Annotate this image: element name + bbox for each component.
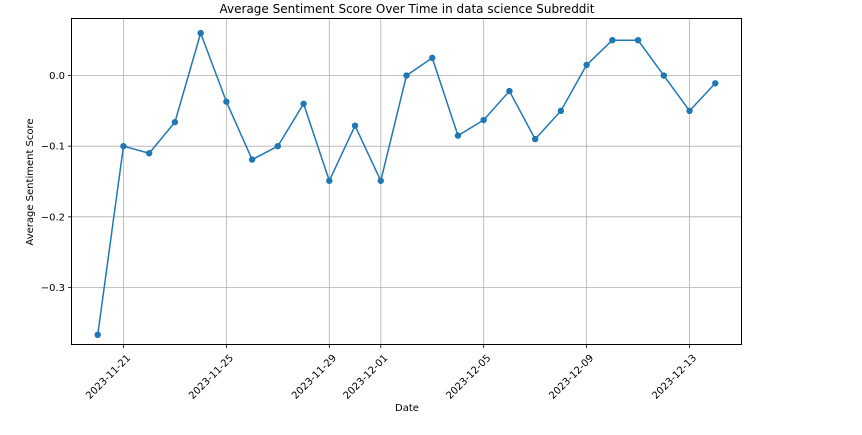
axis-ticks: 2023-11-21 2023-11-25 2023-11-29 2023-12-01… xyxy=(41,71,699,402)
data-point xyxy=(557,107,565,115)
y-tick-label: 0.0 xyxy=(49,71,65,82)
data-point xyxy=(94,331,101,339)
x-tick-label: 2023-11-21 xyxy=(84,353,133,402)
data-point xyxy=(274,142,282,150)
data-point xyxy=(223,98,230,105)
x-tick-label: 2023-12-09 xyxy=(547,353,596,402)
x-tick-label: 2023-12-01 xyxy=(342,353,391,402)
chart-title: Average Sentiment Score Over Time in dat… xyxy=(220,2,595,16)
data-point xyxy=(197,29,204,37)
data-point xyxy=(583,61,590,69)
data-point xyxy=(403,72,410,79)
data-point xyxy=(634,37,642,44)
data-point xyxy=(248,156,256,163)
x-tick-label: 2023-12-13 xyxy=(650,353,699,402)
y-tick-label: −0.1 xyxy=(41,142,65,153)
x-tick-label: 2023-12-05 xyxy=(444,353,493,402)
data-point xyxy=(300,100,307,107)
data-point xyxy=(506,87,513,95)
data-point xyxy=(429,54,436,62)
data-point xyxy=(377,177,384,184)
series-layer xyxy=(94,29,719,339)
x-tick-label: 2023-11-29 xyxy=(290,353,339,402)
data-point xyxy=(660,72,668,79)
data-point xyxy=(351,122,359,129)
y-axis-label: Average Sentiment Score xyxy=(25,118,36,245)
data-point xyxy=(326,177,333,184)
data-point xyxy=(686,107,693,115)
x-axis-label: Date xyxy=(395,403,419,414)
y-tick-label: −0.2 xyxy=(41,212,65,223)
data-point xyxy=(712,80,719,87)
data-point xyxy=(531,135,539,143)
data-point xyxy=(609,37,616,44)
y-tick-label: −0.3 xyxy=(41,283,65,294)
data-point xyxy=(454,132,462,139)
plot-area-frame xyxy=(71,18,742,345)
data-point xyxy=(480,116,487,124)
data-point xyxy=(120,142,127,150)
data-point xyxy=(171,118,179,126)
grid-lines xyxy=(72,19,741,344)
x-tick-label: 2023-11-25 xyxy=(187,353,236,402)
data-point xyxy=(145,150,153,157)
